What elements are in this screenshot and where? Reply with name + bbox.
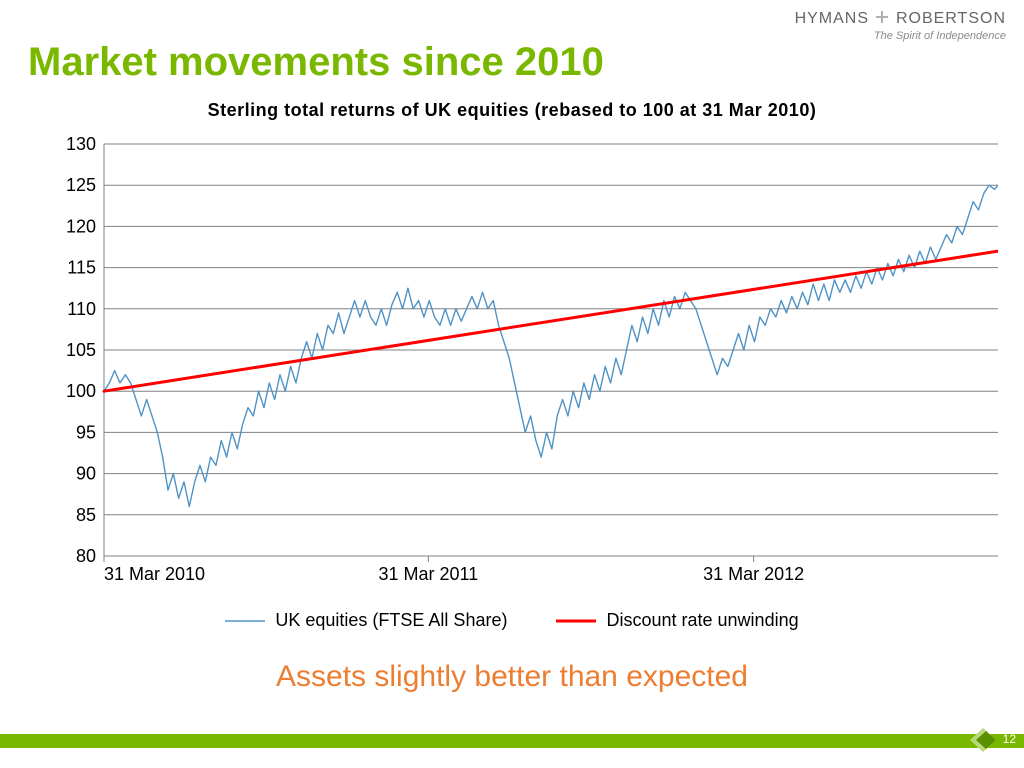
footer-arrow-icon [968, 726, 998, 754]
page-number: 12 [1003, 732, 1016, 746]
legend-swatch-discount [556, 610, 596, 631]
svg-text:120: 120 [66, 216, 96, 236]
svg-text:90: 90 [76, 464, 96, 484]
legend-label-equities: UK equities (FTSE All Share) [275, 610, 507, 631]
svg-text:130: 130 [66, 134, 96, 154]
svg-text:115: 115 [67, 258, 96, 278]
svg-text:31 Mar 2011: 31 Mar 2011 [378, 564, 478, 584]
svg-text:125: 125 [66, 175, 96, 195]
chart-legend: UK equities (FTSE All Share) Discount ra… [0, 610, 1024, 631]
legend-swatch-equities [225, 610, 265, 631]
line-chart: 80 85 90 95 100 105 110 115 120 125 130 31 Mar 2010… [30, 130, 998, 600]
chart-title: Sterling total returns of UK equities (r… [0, 100, 1024, 121]
svg-text:105: 105 [66, 340, 96, 360]
legend-item-equities: UK equities (FTSE All Share) [225, 610, 507, 631]
footer-bar [0, 734, 1024, 748]
svg-text:31 Mar 2010: 31 Mar 2010 [104, 564, 205, 584]
brand-name-b: ROBERTSON [896, 10, 1006, 27]
brand-logo: HYMANS ROBERTSON The Spirit of Independe… [795, 10, 1006, 42]
slide-title: Market movements since 2010 [28, 40, 604, 85]
brand-name-a: HYMANS [795, 10, 869, 27]
svg-text:110: 110 [67, 299, 96, 319]
brand-tagline: The Spirit of Independence [795, 30, 1006, 42]
legend-label-discount: Discount rate unwinding [606, 610, 798, 631]
svg-text:85: 85 [76, 505, 96, 525]
brand-mark-icon [876, 11, 888, 23]
svg-text:80: 80 [76, 546, 96, 566]
svg-text:31 Mar 2012: 31 Mar 2012 [703, 564, 804, 584]
callout-text: Assets slightly better than expected [0, 660, 1024, 694]
brand-name: HYMANS ROBERTSON [795, 10, 1006, 28]
svg-text:95: 95 [76, 422, 96, 442]
svg-text:100: 100 [66, 381, 96, 401]
legend-item-discount: Discount rate unwinding [556, 610, 798, 631]
chart-svg: 80 85 90 95 100 105 110 115 120 125 130 31 Mar 2010… [30, 130, 998, 600]
